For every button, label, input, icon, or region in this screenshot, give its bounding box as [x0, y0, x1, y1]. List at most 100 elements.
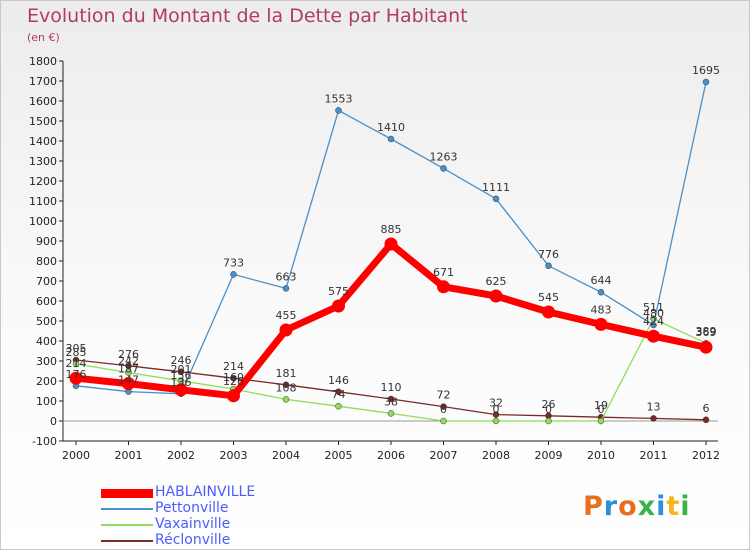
y-tick-label: 1400: [29, 135, 57, 148]
data-point-pettonville: [650, 321, 657, 329]
legend-label: HABLAINVILLE: [155, 484, 256, 500]
logo-letter: x: [637, 491, 657, 522]
y-tick-label: 900: [36, 235, 57, 248]
data-point-vaxainville: [72, 360, 80, 368]
data-point-hablainville: [69, 371, 83, 385]
data-label-vaxainville: 0: [545, 403, 552, 416]
y-tick-label: 1200: [29, 175, 57, 188]
logo-letter: i: [656, 491, 667, 522]
x-tick-label: 2001: [115, 449, 143, 462]
data-point-hablainville: [174, 383, 188, 397]
y-tick-label: 1800: [29, 55, 57, 68]
data-label-reclonville: 214: [223, 360, 244, 373]
data-label-pettonville: 663: [276, 270, 297, 283]
data-point-vaxainville: [440, 417, 447, 425]
x-tick-label: 2004: [272, 449, 300, 462]
data-label-reclonville: 19: [594, 399, 608, 412]
data-point-hablainville: [227, 389, 240, 403]
data-point-hablainville: [699, 340, 713, 354]
chart-unit: (en €): [27, 31, 60, 44]
y-tick-label: 1600: [29, 95, 57, 108]
data-point-vaxainville: [545, 417, 552, 425]
data-label-reclonville: 146: [328, 374, 349, 387]
data-label-reclonville: 6: [703, 402, 710, 415]
data-point-reclonville: [335, 388, 342, 396]
y-tick-label: 0: [50, 415, 57, 428]
data-point-reclonville: [177, 368, 185, 376]
data-label-pettonville: 644: [591, 274, 612, 287]
logo-letter: i: [680, 491, 691, 522]
data-point-vaxainville: [492, 417, 500, 425]
x-tick-label: 2002: [167, 449, 195, 462]
legend-label: Réclonville: [155, 532, 231, 548]
data-label-vaxainville: 0: [440, 403, 447, 416]
data-point-reclonville: [702, 416, 710, 424]
data-label-pettonville: 176: [66, 368, 87, 381]
data-point-reclonville: [650, 415, 657, 422]
data-label-reclonville: 13: [647, 400, 661, 413]
data-point-reclonville: [125, 362, 132, 370]
data-label-pettonville: 1695: [692, 64, 720, 77]
x-tick-label: 2009: [535, 449, 563, 462]
y-tick-label: 1500: [29, 115, 57, 128]
x-tick-label: 2000: [62, 449, 90, 462]
data-label-reclonville: 305: [66, 342, 87, 355]
x-tick-label: 2011: [640, 449, 668, 462]
data-label-pettonville: 733: [223, 256, 244, 269]
data-point-hablainville: [542, 305, 555, 319]
logo-letter: o: [618, 491, 638, 522]
data-point-vaxainville: [597, 417, 605, 425]
data-point-pettonville: [335, 107, 342, 114]
x-tick-label: 2010: [587, 449, 615, 462]
data-label-reclonville: 26: [542, 398, 556, 411]
y-tick-label: 1300: [29, 155, 57, 168]
legend-swatch: [101, 489, 153, 498]
data-label-pettonville: 136: [171, 376, 192, 389]
data-point-hablainville: [122, 377, 135, 391]
chart-title: Evolution du Montant de la Dette par Hab…: [27, 5, 468, 27]
legend-swatch: [101, 524, 153, 526]
y-tick-label: 800: [36, 255, 57, 268]
data-label-reclonville: 72: [437, 389, 451, 402]
data-point-pettonville: [282, 285, 290, 292]
data-label-hablainville: 455: [276, 309, 297, 322]
data-label-pettonville: 1263: [430, 150, 458, 163]
data-label-pettonville: 1410: [377, 121, 405, 134]
data-point-hablainville: [489, 289, 503, 303]
logo-letter: t: [666, 491, 681, 522]
data-point-pettonville: [230, 271, 237, 278]
data-point-pettonville: [440, 165, 447, 172]
data-label-pettonville: 776: [538, 248, 559, 261]
data-point-hablainville: [647, 329, 660, 343]
data-point-hablainville: [384, 237, 398, 251]
data-label-hablainville: 625: [486, 275, 507, 288]
data-label-hablainville: 885: [381, 223, 402, 236]
data-point-hablainville: [437, 280, 450, 294]
data-label-vaxainville: 0: [598, 403, 605, 416]
data-point-pettonville: [597, 288, 605, 296]
data-label-pettonville: 480: [643, 307, 664, 320]
y-tick-label: 1700: [29, 75, 57, 88]
y-tick-label: 400: [36, 335, 57, 348]
data-point-pettonville: [545, 262, 552, 270]
data-label-pettonville: 1111: [482, 181, 510, 194]
data-label-pettonville: 147: [118, 374, 139, 387]
data-point-pettonville: [492, 195, 500, 203]
data-label-hablainville: 483: [591, 303, 612, 316]
data-label-vaxainville: 285: [66, 346, 87, 359]
data-label-hablainville: 126: [223, 375, 244, 388]
y-tick-label: 700: [36, 275, 57, 288]
data-label-reclonville: 181: [276, 367, 297, 380]
data-point-pettonville: [387, 135, 395, 143]
data-point-reclonville: [282, 381, 290, 389]
data-point-vaxainville: [282, 396, 290, 403]
data-point-hablainville: [594, 317, 608, 331]
data-label-vaxainville: 201: [171, 363, 192, 376]
data-label-hablainville: 369: [696, 326, 717, 339]
data-label-reclonville: 246: [171, 354, 192, 367]
data-label-vaxainville: 242: [118, 355, 139, 368]
y-tick-label: 1000: [29, 215, 57, 228]
data-label-hablainville: 424: [643, 315, 664, 328]
